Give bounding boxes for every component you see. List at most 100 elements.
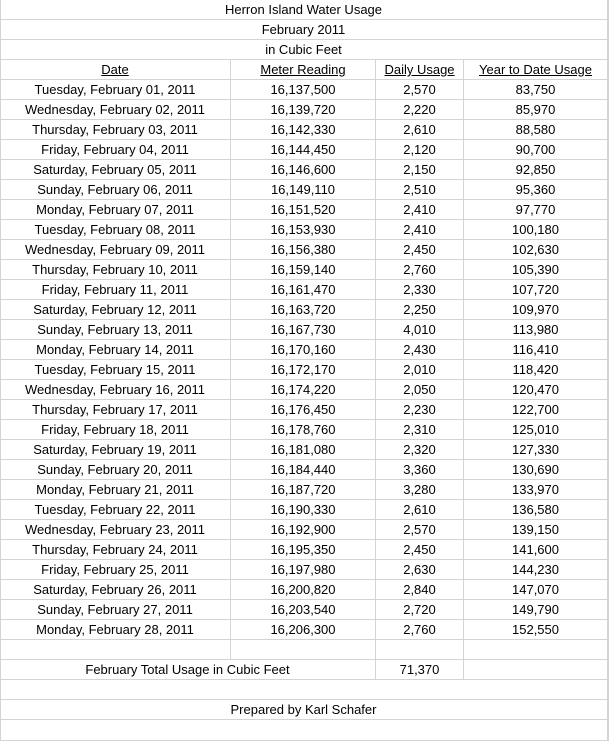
ytd-usage-cell[interactable]: 92,850 — [464, 160, 608, 179]
ytd-usage-cell[interactable]: 125,010 — [464, 420, 608, 439]
daily-usage-cell[interactable]: 2,510 — [376, 180, 464, 199]
ytd-usage-cell[interactable]: 152,550 — [464, 620, 608, 639]
daily-usage-cell[interactable]: 2,310 — [376, 420, 464, 439]
date-cell[interactable]: Monday, February 07, 2011 — [0, 200, 231, 219]
daily-usage-cell[interactable]: 2,720 — [376, 600, 464, 619]
ytd-usage-cell[interactable]: 139,150 — [464, 520, 608, 539]
header-daily-usage[interactable]: Daily Usage — [376, 60, 464, 79]
ytd-usage-cell[interactable]: 141,600 — [464, 540, 608, 559]
blank-cell[interactable] — [464, 640, 608, 659]
daily-usage-cell[interactable]: 2,760 — [376, 260, 464, 279]
date-cell[interactable]: Saturday, February 12, 2011 — [0, 300, 231, 319]
blank-cell[interactable] — [0, 720, 608, 740]
date-cell[interactable]: Friday, February 04, 2011 — [0, 140, 231, 159]
date-cell[interactable]: Thursday, February 17, 2011 — [0, 400, 231, 419]
daily-usage-cell[interactable]: 2,220 — [376, 100, 464, 119]
daily-usage-cell[interactable]: 2,630 — [376, 560, 464, 579]
meter-reading-cell[interactable]: 16,200,820 — [231, 580, 376, 599]
daily-usage-cell[interactable]: 2,410 — [376, 220, 464, 239]
ytd-usage-cell[interactable]: 95,360 — [464, 180, 608, 199]
date-cell[interactable]: Monday, February 14, 2011 — [0, 340, 231, 359]
ytd-usage-cell[interactable]: 120,470 — [464, 380, 608, 399]
meter-reading-cell[interactable]: 16,144,450 — [231, 140, 376, 159]
date-cell[interactable]: Thursday, February 03, 2011 — [0, 120, 231, 139]
ytd-usage-cell[interactable]: 102,630 — [464, 240, 608, 259]
blank-cell[interactable] — [464, 660, 608, 679]
title-line-1[interactable]: Herron Island Water Usage — [0, 0, 608, 19]
date-cell[interactable]: Friday, February 18, 2011 — [0, 420, 231, 439]
ytd-usage-cell[interactable]: 105,390 — [464, 260, 608, 279]
meter-reading-cell[interactable]: 16,149,110 — [231, 180, 376, 199]
daily-usage-cell[interactable]: 2,610 — [376, 120, 464, 139]
date-cell[interactable]: Sunday, February 27, 2011 — [0, 600, 231, 619]
blank-cell[interactable] — [0, 680, 608, 699]
daily-usage-cell[interactable]: 2,410 — [376, 200, 464, 219]
date-cell[interactable]: Thursday, February 10, 2011 — [0, 260, 231, 279]
meter-reading-cell[interactable]: 16,195,350 — [231, 540, 376, 559]
daily-usage-cell[interactable]: 2,150 — [376, 160, 464, 179]
daily-usage-cell[interactable]: 2,570 — [376, 80, 464, 99]
ytd-usage-cell[interactable]: 100,180 — [464, 220, 608, 239]
ytd-usage-cell[interactable]: 97,770 — [464, 200, 608, 219]
meter-reading-cell[interactable]: 16,170,160 — [231, 340, 376, 359]
date-cell[interactable]: Wednesday, February 02, 2011 — [0, 100, 231, 119]
meter-reading-cell[interactable]: 16,156,380 — [231, 240, 376, 259]
ytd-usage-cell[interactable]: 113,980 — [464, 320, 608, 339]
meter-reading-cell[interactable]: 16,190,330 — [231, 500, 376, 519]
meter-reading-cell[interactable]: 16,161,470 — [231, 280, 376, 299]
meter-reading-cell[interactable]: 16,151,520 — [231, 200, 376, 219]
meter-reading-cell[interactable]: 16,142,330 — [231, 120, 376, 139]
ytd-usage-cell[interactable]: 118,420 — [464, 360, 608, 379]
meter-reading-cell[interactable]: 16,184,440 — [231, 460, 376, 479]
date-cell[interactable]: Wednesday, February 16, 2011 — [0, 380, 231, 399]
header-date[interactable]: Date — [0, 60, 231, 79]
daily-usage-cell[interactable]: 2,450 — [376, 240, 464, 259]
meter-reading-cell[interactable]: 16,159,140 — [231, 260, 376, 279]
daily-usage-cell[interactable]: 2,840 — [376, 580, 464, 599]
meter-reading-cell[interactable]: 16,181,080 — [231, 440, 376, 459]
meter-reading-cell[interactable]: 16,197,980 — [231, 560, 376, 579]
date-cell[interactable]: Sunday, February 20, 2011 — [0, 460, 231, 479]
total-label[interactable]: February Total Usage in Cubic Feet — [0, 660, 376, 679]
title-line-3[interactable]: in Cubic Feet — [0, 40, 608, 59]
daily-usage-cell[interactable]: 2,010 — [376, 360, 464, 379]
date-cell[interactable]: Friday, February 25, 2011 — [0, 560, 231, 579]
meter-reading-cell[interactable]: 16,174,220 — [231, 380, 376, 399]
prepared-by[interactable]: Prepared by Karl Schafer — [0, 700, 608, 719]
meter-reading-cell[interactable]: 16,187,720 — [231, 480, 376, 499]
ytd-usage-cell[interactable]: 85,970 — [464, 100, 608, 119]
date-cell[interactable]: Tuesday, February 22, 2011 — [0, 500, 231, 519]
meter-reading-cell[interactable]: 16,172,170 — [231, 360, 376, 379]
date-cell[interactable]: Saturday, February 05, 2011 — [0, 160, 231, 179]
date-cell[interactable]: Wednesday, February 09, 2011 — [0, 240, 231, 259]
header-meter-reading[interactable]: Meter Reading — [231, 60, 376, 79]
ytd-usage-cell[interactable]: 149,790 — [464, 600, 608, 619]
header-ytd-usage[interactable]: Year to Date Usage — [464, 60, 608, 79]
daily-usage-cell[interactable]: 2,230 — [376, 400, 464, 419]
daily-usage-cell[interactable]: 2,610 — [376, 500, 464, 519]
meter-reading-cell[interactable]: 16,139,720 — [231, 100, 376, 119]
meter-reading-cell[interactable]: 16,153,930 — [231, 220, 376, 239]
daily-usage-cell[interactable]: 3,280 — [376, 480, 464, 499]
blank-cell[interactable] — [376, 640, 464, 659]
ytd-usage-cell[interactable]: 127,330 — [464, 440, 608, 459]
date-cell[interactable]: Monday, February 21, 2011 — [0, 480, 231, 499]
ytd-usage-cell[interactable]: 144,230 — [464, 560, 608, 579]
blank-cell[interactable] — [0, 640, 231, 659]
daily-usage-cell[interactable]: 2,760 — [376, 620, 464, 639]
blank-cell[interactable] — [231, 640, 376, 659]
daily-usage-cell[interactable]: 2,330 — [376, 280, 464, 299]
daily-usage-cell[interactable]: 2,120 — [376, 140, 464, 159]
meter-reading-cell[interactable]: 16,176,450 — [231, 400, 376, 419]
daily-usage-cell[interactable]: 3,360 — [376, 460, 464, 479]
meter-reading-cell[interactable]: 16,178,760 — [231, 420, 376, 439]
ytd-usage-cell[interactable]: 130,690 — [464, 460, 608, 479]
ytd-usage-cell[interactable]: 90,700 — [464, 140, 608, 159]
daily-usage-cell[interactable]: 2,250 — [376, 300, 464, 319]
ytd-usage-cell[interactable]: 136,580 — [464, 500, 608, 519]
date-cell[interactable]: Sunday, February 13, 2011 — [0, 320, 231, 339]
date-cell[interactable]: Tuesday, February 15, 2011 — [0, 360, 231, 379]
meter-reading-cell[interactable]: 16,167,730 — [231, 320, 376, 339]
meter-reading-cell[interactable]: 16,192,900 — [231, 520, 376, 539]
date-cell[interactable]: Monday, February 28, 2011 — [0, 620, 231, 639]
